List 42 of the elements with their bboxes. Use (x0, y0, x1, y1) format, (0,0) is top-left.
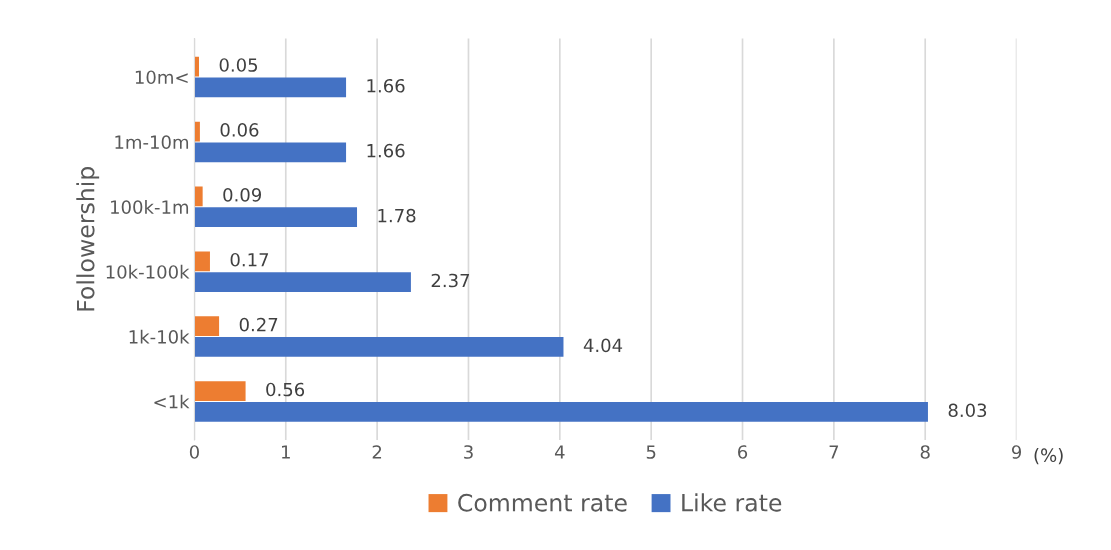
x-tick-label: 2 (372, 445, 382, 459)
x-tick-label: 5 (646, 445, 656, 459)
x-tick-label: 9 (1011, 445, 1022, 459)
data-label: 8.03 (948, 403, 987, 418)
x-tick-label: 1 (282, 445, 290, 459)
y-tick-label: 10m< (135, 70, 188, 85)
bar (194, 77, 347, 98)
data-label: 0.56 (266, 382, 305, 397)
x-tick-label: 6 (738, 445, 748, 459)
bar (194, 316, 220, 337)
data-label: 0.06 (220, 123, 259, 137)
x-axis-title: (%) (1034, 448, 1063, 465)
data-label: 2.37 (431, 273, 470, 288)
x-tick-label: 0 (189, 445, 199, 459)
legend-label: Comment rate (458, 493, 627, 512)
x-tick-label: 3 (464, 445, 473, 459)
bar (194, 207, 358, 228)
bar (194, 142, 347, 163)
bar (194, 402, 928, 422)
bar (194, 186, 203, 207)
x-tick-label: 4 (554, 445, 565, 459)
data-label: 0.27 (239, 317, 278, 332)
y-axis-title: Followership (76, 166, 100, 311)
x-tick-label: 7 (829, 445, 839, 459)
y-tick-label: 1k-10k (129, 329, 190, 344)
data-label: 0.05 (219, 58, 258, 72)
data-label: 0.17 (230, 252, 269, 267)
y-tick-label: 1m-10m (115, 135, 189, 150)
data-label: 0.09 (223, 188, 262, 202)
bar (194, 381, 246, 401)
data-label: 1.66 (367, 78, 405, 93)
bar (194, 337, 564, 357)
y-tick-label: <1k (154, 394, 190, 409)
bar (194, 251, 210, 272)
data-label: 1.66 (367, 143, 405, 158)
legend-label: Like rate (682, 493, 782, 512)
y-tick-label: 10k-100k (106, 264, 190, 279)
data-label: 1.78 (378, 208, 416, 223)
x-tick-label: 8 (920, 445, 930, 459)
bar (194, 272, 411, 292)
data-label: 4.04 (583, 338, 623, 353)
y-tick-label: 100k-1m (111, 199, 189, 214)
